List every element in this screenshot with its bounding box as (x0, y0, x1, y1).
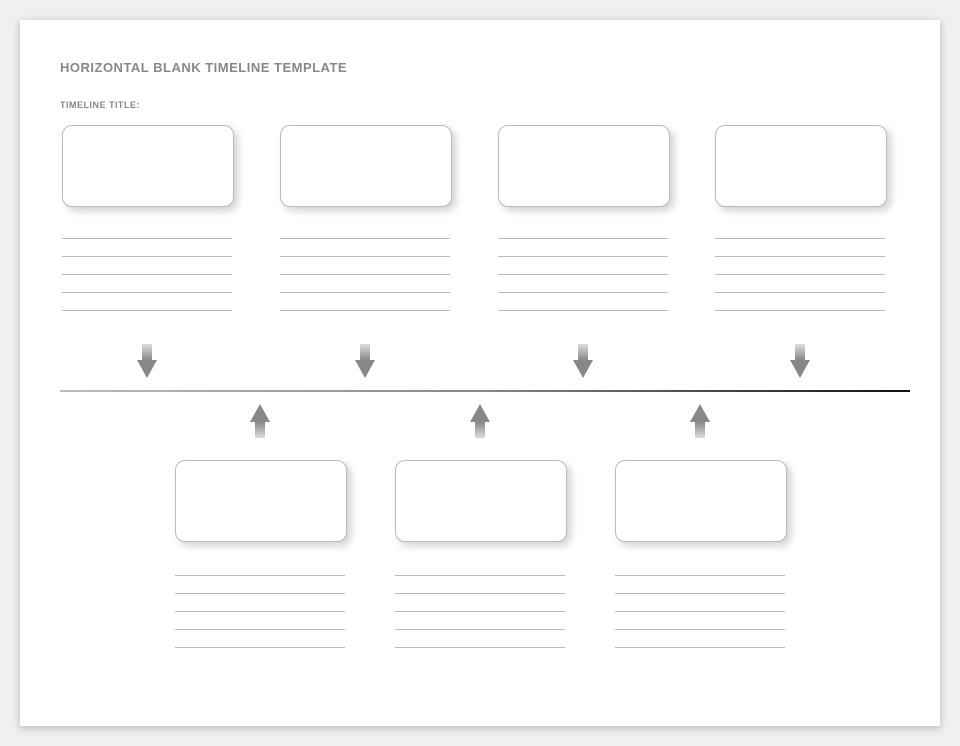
event-card-top (498, 125, 670, 207)
arrow-down-icon (355, 344, 375, 378)
timeline-axis (60, 390, 910, 392)
arrow-up-icon (470, 404, 490, 438)
event-card-bottom (395, 460, 567, 542)
template-page: HORIZONTAL BLANK TIMELINE TEMPLATE TIMEL… (20, 20, 940, 726)
event-card-top (62, 125, 234, 207)
event-card-bottom (615, 460, 787, 542)
event-lines-top (715, 238, 885, 328)
event-lines-top (498, 238, 668, 328)
event-lines-bottom (395, 575, 565, 665)
timeline-title-label: TIMELINE TITLE: (60, 100, 140, 110)
event-lines-bottom (175, 575, 345, 665)
event-lines-bottom (615, 575, 785, 665)
arrow-down-icon (137, 344, 157, 378)
event-card-top (715, 125, 887, 207)
event-card-top (280, 125, 452, 207)
event-lines-top (62, 238, 232, 328)
arrow-up-icon (250, 404, 270, 438)
event-lines-top (280, 238, 450, 328)
arrow-up-icon (690, 404, 710, 438)
arrow-down-icon (790, 344, 810, 378)
page-title: HORIZONTAL BLANK TIMELINE TEMPLATE (60, 60, 347, 75)
event-card-bottom (175, 460, 347, 542)
arrow-down-icon (573, 344, 593, 378)
